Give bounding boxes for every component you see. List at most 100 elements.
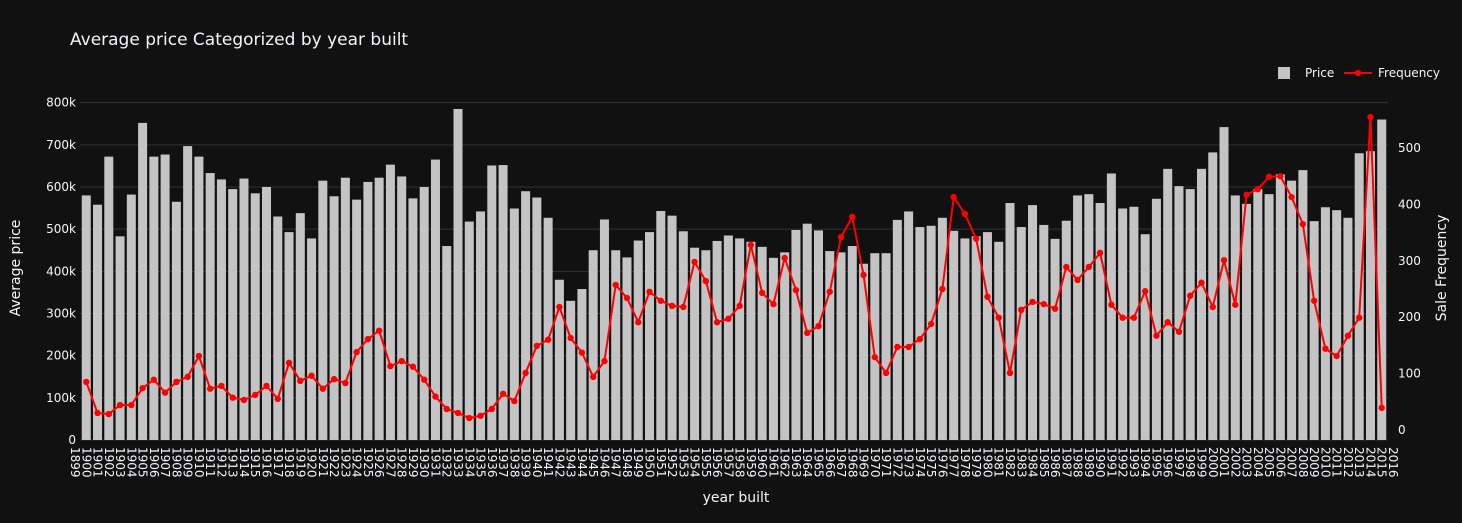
bar (656, 211, 666, 440)
bar (1185, 189, 1195, 440)
bar (1050, 238, 1060, 440)
line-marker (139, 384, 146, 392)
bar (521, 191, 531, 440)
line-marker (556, 303, 563, 311)
line-marker (1209, 303, 1216, 311)
line-marker (849, 213, 856, 221)
x-tick-label: 1963 (789, 447, 803, 478)
line-marker (443, 405, 450, 413)
x-tick-label: 2002 (1228, 447, 1242, 478)
line-marker (330, 375, 338, 383)
bar (307, 238, 317, 440)
x-tick-label: 1950 (643, 447, 657, 478)
bar (768, 257, 778, 440)
y-tick-label: 700k (46, 138, 76, 152)
bar (982, 232, 992, 440)
x-tick-label: 1996 (1161, 447, 1175, 478)
line-marker (499, 390, 507, 397)
line-marker (488, 405, 496, 413)
line-marker (1288, 193, 1295, 201)
bar (205, 173, 215, 440)
x-tick-label: 1923 (338, 447, 352, 478)
bar (397, 176, 407, 440)
bar (1219, 127, 1229, 441)
bar (329, 196, 339, 440)
line-marker (184, 373, 191, 381)
x-tick-label: 1978 (958, 447, 972, 478)
bar (1230, 195, 1240, 440)
y-tick-label: 100k (46, 391, 76, 405)
bar (352, 199, 362, 440)
bar (1039, 224, 1049, 440)
bar (937, 217, 947, 440)
line-marker (1344, 332, 1352, 339)
bar (678, 231, 688, 440)
bar (1287, 180, 1297, 440)
line-marker (252, 391, 259, 399)
x-tick-label: 1902 (102, 447, 116, 478)
x-tick-label: 2005 (1262, 447, 1276, 478)
x-tick-label: 1951 (654, 447, 668, 478)
bar (1354, 153, 1364, 441)
bar (1242, 203, 1252, 440)
line-marker (623, 294, 631, 302)
x-tick-label: 1992 (1116, 447, 1130, 478)
bar (487, 165, 497, 440)
bar (825, 251, 835, 440)
x-tick-label: 1934 (462, 447, 476, 478)
line-marker (905, 343, 912, 351)
line-marker (1141, 288, 1149, 295)
line-marker (1006, 369, 1014, 377)
bar (1332, 210, 1342, 440)
line-marker (466, 414, 473, 422)
line-marker (1040, 300, 1047, 308)
x-tick-label: 2012 (1341, 447, 1355, 478)
bar (261, 186, 272, 440)
line-marker (860, 271, 867, 279)
bar (81, 195, 91, 440)
x-tick-label: 1987 (1059, 447, 1073, 478)
bar (746, 241, 756, 440)
bar (1073, 195, 1083, 440)
bar (870, 253, 880, 440)
x-tick-label: 1908 (169, 447, 183, 478)
x-tick-label: 1969 (857, 447, 871, 478)
legend-label: Price (1305, 66, 1334, 80)
y-tick-label: 300k (46, 306, 76, 320)
x-tick-label: 1998 (1183, 447, 1197, 478)
x-tick-label: 1917 (271, 447, 285, 478)
line-marker (342, 379, 349, 387)
x-tick-label: 1948 (620, 447, 634, 478)
x-tick-label: 2001 (1217, 447, 1231, 478)
line-marker (1333, 352, 1340, 360)
bar (138, 122, 148, 440)
bar (543, 217, 553, 440)
line-marker (94, 409, 101, 417)
x-tick-label: 1932 (440, 447, 454, 478)
bar (1377, 119, 1387, 441)
bar (599, 219, 609, 440)
x-tick-label: 1968 (845, 447, 859, 478)
x-tick-label: 1910 (192, 447, 206, 478)
line-marker (83, 378, 90, 386)
line-marker (1153, 332, 1160, 339)
line-marker (758, 289, 766, 297)
bar (1151, 198, 1161, 440)
x-tick-label: 1941 (541, 447, 555, 478)
x-tick-label: 1946 (597, 447, 611, 478)
x-tick-label: 1952 (665, 447, 679, 478)
bar (836, 252, 846, 440)
y2-tick-label: 300 (1398, 254, 1421, 268)
line-marker (646, 288, 653, 295)
bar (430, 159, 440, 440)
x-tick-label: 1915 (248, 447, 262, 478)
bar (926, 225, 936, 440)
line-marker (308, 372, 315, 379)
legend-swatch (1278, 67, 1290, 79)
x-tick-label: 1926 (372, 447, 386, 478)
line-marker (297, 377, 304, 385)
line-marker (161, 389, 169, 396)
x-tick-label: 1924 (350, 447, 364, 478)
bar (892, 219, 902, 440)
bar (1129, 206, 1139, 440)
